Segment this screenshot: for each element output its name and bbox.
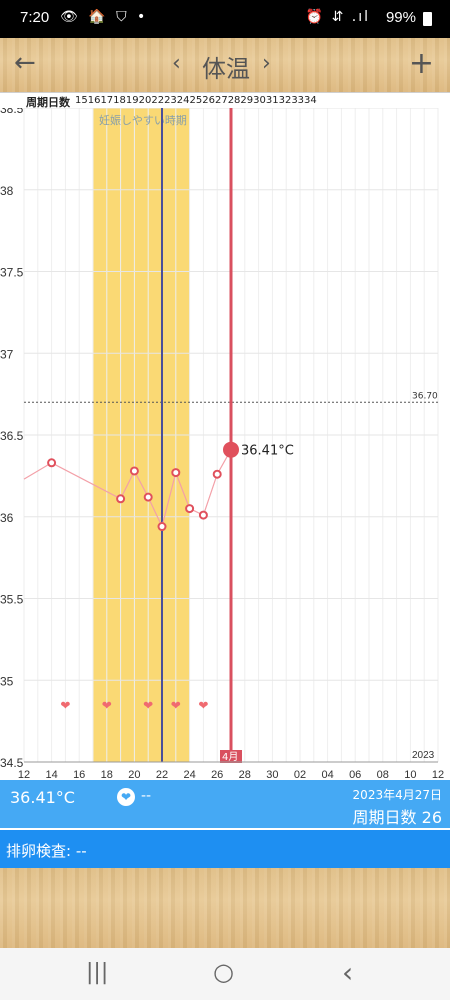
ovulation-test-bar[interactable]: 排卵検査: -- (0, 830, 450, 868)
system-icons: ⏰ ⇵ .ıl (305, 9, 370, 25)
y-tick-label: 36.5 (0, 429, 24, 443)
heart-icon: ❤ (60, 699, 70, 713)
temperature-point (157, 522, 167, 532)
status-bar: 7:20 👁 🏠 ⛉ • 99% ⏰ ⇵ .ıl (0, 0, 450, 38)
y-tick-label: 34.5 (0, 756, 24, 770)
heart-icon: ❤ (171, 699, 181, 713)
x-tick-label: 22 (156, 769, 168, 780)
notification-icons: 👁 🏠 ⛉ • (60, 9, 149, 25)
y-tick-label: 38.5 (0, 108, 24, 116)
battery-icon (423, 12, 432, 26)
selected-temperature-point (223, 441, 239, 458)
selected-temperature: 36.41°C (10, 788, 75, 807)
back-button[interactable]: ‹ (342, 956, 354, 989)
temperature-point (171, 468, 181, 478)
back-arrow-icon[interactable]: ← (14, 48, 36, 78)
x-tick-label: 04 (321, 769, 333, 780)
fertile-window-label: 妊娠しやすい時期 (99, 113, 187, 127)
heart-icon: ❤ (117, 788, 135, 806)
month-badge (220, 750, 242, 763)
temperature-point (143, 492, 153, 502)
temperature-point (129, 466, 139, 476)
prev-chevron-icon[interactable]: ‹ (172, 51, 181, 76)
selected-value-label: 36.41°C (241, 444, 294, 459)
threshold-label: 36.70 (412, 391, 438, 401)
x-tick-label: 14 (45, 769, 57, 780)
ovulation-test-text: 排卵検査: -- (6, 842, 87, 860)
heart-icon: ❤ (143, 699, 153, 713)
status-time: 7:20 (20, 9, 50, 26)
reading-info-bar[interactable]: 36.41°C ❤ -- 2023年4月27日 周期日数 26 (0, 780, 450, 828)
x-tick-label: 08 (377, 769, 389, 780)
y-tick-label: 37.5 (0, 266, 24, 280)
heart-icon: ❤ (198, 699, 208, 713)
x-tick-label: 02 (294, 769, 306, 780)
x-tick-label: 30 (266, 769, 278, 780)
y-tick-label: 35.5 (0, 593, 24, 607)
y-tick-label: 38 (0, 184, 14, 198)
cycle-day-numbers: 15161718192022232425262728293031323334 (75, 95, 317, 106)
x-tick-label: 20 (128, 769, 140, 780)
x-tick-label: 12 (18, 769, 30, 780)
temperature-point (185, 504, 195, 514)
temperature-point (47, 458, 57, 468)
temperature-point (212, 469, 222, 479)
y-tick-label: 37 (0, 347, 14, 361)
temperature-point (198, 510, 208, 520)
y-tick-label: 35 (0, 674, 14, 688)
add-icon[interactable]: + (408, 46, 434, 81)
y-tick-label: 36 (0, 511, 14, 525)
heart-icon: ❤ (102, 699, 112, 713)
temperature-chart[interactable]: 38.5 38 37.5 37 36.5 36 35.5 35 34.5 妊娠しやすい時期 36.7… (0, 108, 450, 780)
recent-apps-button[interactable]: ||| (86, 960, 109, 985)
x-tick-label: 12 (432, 769, 444, 780)
home-button[interactable]: ○ (213, 958, 234, 986)
battery-percent: 99% (385, 9, 416, 26)
bottom-wood-area (0, 868, 450, 948)
cycle-day-value: 周期日数 26 (352, 808, 442, 827)
intercourse-value: -- (141, 788, 152, 804)
x-tick-label: 16 (73, 769, 85, 780)
year-label: 2023 (412, 750, 435, 761)
month-label: 4月 (222, 751, 238, 763)
x-tick-label: 28 (239, 769, 251, 780)
x-tick-label: 06 (349, 769, 361, 780)
x-tick-label: 18 (101, 769, 113, 780)
temperature-point (116, 494, 126, 504)
cycle-day-label: 周期日数 (26, 96, 70, 109)
x-tick-label: 26 (211, 769, 223, 780)
system-nav-bar: ||| ○ ‹ (0, 948, 450, 1000)
page-title: 体温 (202, 55, 250, 83)
x-tick-label: 10 (404, 769, 416, 780)
top-bar: ← ‹ 体温 › + (0, 38, 450, 92)
next-chevron-icon[interactable]: › (262, 51, 271, 76)
cycle-day-strip: 周期日数 15161718192022232425262728293031323… (0, 92, 450, 109)
x-tick-label: 24 (183, 769, 195, 780)
selected-date: 2023年4月27日 (352, 788, 442, 802)
